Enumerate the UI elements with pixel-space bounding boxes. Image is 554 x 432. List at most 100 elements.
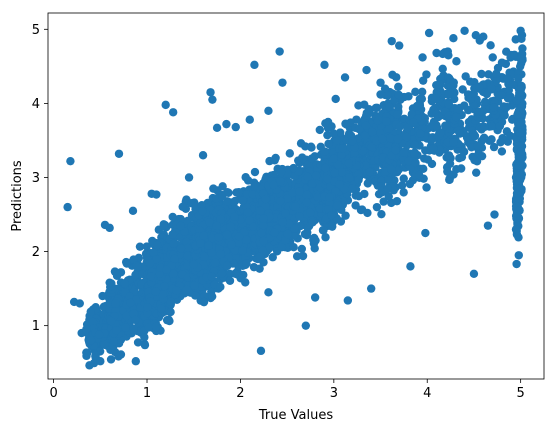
- scatter-point: [250, 167, 260, 177]
- scatter-point: [387, 165, 396, 174]
- scatter-point: [63, 202, 72, 212]
- scatter-point: [354, 125, 364, 134]
- scatter-point: [245, 115, 254, 124]
- scatter-point: [360, 189, 369, 199]
- scatter-point: [461, 72, 470, 81]
- scatter-point: [475, 82, 484, 92]
- scatter-point: [198, 206, 207, 216]
- scatter-point: [438, 64, 447, 74]
- scatter-point: [388, 70, 397, 79]
- scatter-point: [405, 179, 415, 189]
- scatter-point: [487, 84, 497, 93]
- scatter-point: [122, 259, 131, 268]
- scatter-point: [242, 259, 251, 268]
- scatter-point: [449, 138, 458, 147]
- scatter-point: [307, 154, 316, 163]
- scatter-point: [256, 346, 266, 356]
- scatter-point: [372, 103, 382, 113]
- scatter-point: [275, 47, 284, 56]
- scatter-point: [452, 112, 461, 122]
- y-axis-label: Predictions: [10, 160, 25, 232]
- scatter-point: [270, 228, 279, 237]
- scatter-point: [152, 255, 161, 264]
- scatter-point: [327, 210, 336, 220]
- scatter-point: [301, 321, 311, 330]
- scatter-point: [418, 87, 427, 97]
- scatter-point: [238, 246, 247, 255]
- scatter-point: [427, 159, 437, 169]
- x-axis-label: True Values: [258, 408, 333, 423]
- scatter-point: [377, 134, 387, 144]
- scatter-point: [269, 180, 278, 190]
- scatter-point: [383, 91, 392, 100]
- scatter-point: [320, 60, 329, 70]
- scatter-point: [347, 184, 357, 194]
- scatter-point: [348, 136, 357, 146]
- scatter-point: [114, 149, 124, 158]
- scatter-point: [129, 325, 138, 334]
- scatter-point: [176, 221, 185, 231]
- scatter-point: [502, 102, 511, 112]
- scatter-point: [477, 69, 486, 79]
- scatter-point: [452, 57, 461, 66]
- scatter-point: [241, 235, 251, 245]
- scatter-point: [298, 251, 308, 261]
- scatter-point: [470, 131, 480, 141]
- scatter-point: [227, 240, 237, 249]
- scatter-point: [110, 267, 120, 276]
- scatter-point: [383, 184, 392, 193]
- scatter-point: [421, 228, 430, 238]
- scatter-point: [291, 202, 300, 211]
- scatter-point: [210, 258, 220, 268]
- scatter-point: [256, 206, 265, 216]
- x-tick-label: 5: [517, 386, 525, 401]
- plot-area: [47, 12, 545, 380]
- scatter-point: [442, 122, 451, 131]
- scatter-point: [258, 221, 268, 230]
- scatter-point: [517, 34, 526, 44]
- scatter-point: [475, 107, 484, 116]
- scatter-point: [418, 53, 427, 62]
- scatter-point: [161, 100, 170, 110]
- scatter-point: [333, 160, 343, 169]
- scatter-point: [516, 26, 525, 35]
- scatter-point: [250, 182, 259, 191]
- scatter-point: [169, 239, 178, 248]
- scatter-point: [377, 176, 386, 185]
- scatter-point: [338, 144, 347, 153]
- scatter-point: [361, 161, 370, 170]
- scatter-point: [230, 196, 240, 206]
- scatter-point: [116, 350, 126, 359]
- scatter-point: [120, 279, 129, 288]
- scatter-point: [199, 231, 208, 240]
- scatter-point: [143, 303, 152, 312]
- scatter-point: [151, 322, 161, 332]
- scatter-point: [436, 80, 445, 90]
- scatter-point: [480, 97, 490, 107]
- scatter-point: [140, 333, 149, 342]
- scatter-point: [225, 269, 234, 279]
- scatter-point: [422, 183, 431, 192]
- scatter-point: [283, 229, 293, 239]
- scatter-point: [335, 180, 344, 189]
- scatter-point: [238, 196, 247, 205]
- scatter-point: [128, 206, 138, 216]
- scatter-point: [492, 69, 501, 78]
- scatter-point: [184, 173, 194, 182]
- scatter-point: [277, 242, 287, 252]
- scatter-point: [330, 168, 339, 178]
- scatter-point: [395, 122, 404, 132]
- scatter-point: [482, 89, 492, 99]
- scatter-point: [295, 187, 304, 196]
- scatter-point: [307, 143, 316, 152]
- scatter-point: [265, 243, 274, 253]
- scatter-point: [340, 73, 350, 82]
- scatter-point: [516, 54, 525, 64]
- scatter-point: [360, 100, 369, 109]
- data-points: [63, 26, 527, 370]
- scatter-point: [407, 110, 417, 119]
- scatter-point: [230, 212, 239, 222]
- scatter-point: [131, 357, 140, 366]
- scatter-point: [144, 323, 154, 332]
- y-tick-label: 1: [32, 319, 40, 334]
